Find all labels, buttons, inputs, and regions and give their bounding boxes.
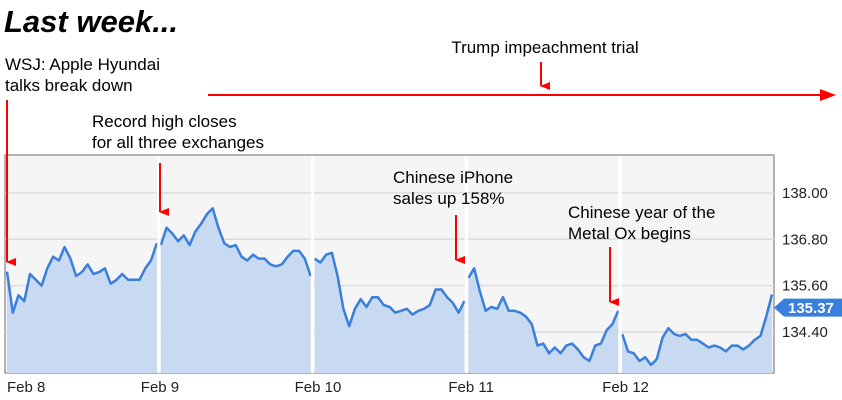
price-area-feb-11 xyxy=(468,268,619,373)
price-area-feb-10 xyxy=(314,252,465,373)
price-line-feb-9 xyxy=(159,207,312,277)
impeachment-arrowhead-icon xyxy=(820,89,836,101)
price-area-feb-8 xyxy=(7,243,157,373)
price-line-feb-12 xyxy=(621,294,774,367)
last-price-label: 135.37 xyxy=(788,300,834,317)
annotation-impeachment: Trump impeachment trial xyxy=(451,38,638,57)
x-tick-label: Feb 11 xyxy=(448,379,494,396)
annotation-record-high: Record high closes for all three exchange… xyxy=(92,112,264,152)
x-tick-label: Feb 9 xyxy=(141,379,179,396)
y-tick-label: 134.40 xyxy=(782,324,828,341)
x-tick-label: Feb 8 xyxy=(7,379,45,396)
price-line-feb-10 xyxy=(313,251,466,328)
annotation-metal-ox: Chinese year of the Metal Ox begins xyxy=(568,203,715,243)
price-area-feb-9 xyxy=(160,208,311,373)
y-tick-label: 138.00 xyxy=(782,185,828,202)
x-tick-label: Feb 10 xyxy=(295,379,342,396)
annotation-iphone: Chinese iPhone sales up 158% xyxy=(393,168,513,208)
price-line-feb-8 xyxy=(5,242,158,314)
y-tick-label: 135.60 xyxy=(782,278,828,295)
last-price-tag: 135.37 xyxy=(774,298,842,317)
annotation-wsj: WSJ: Apple Hyundai talks break down xyxy=(5,55,160,95)
y-tick-label: 136.80 xyxy=(782,231,828,248)
price-line-feb-11 xyxy=(467,267,620,363)
x-tick-label: Feb 12 xyxy=(602,379,649,396)
chart-title: Last week... xyxy=(4,4,178,39)
price-area-feb-12 xyxy=(622,294,772,373)
